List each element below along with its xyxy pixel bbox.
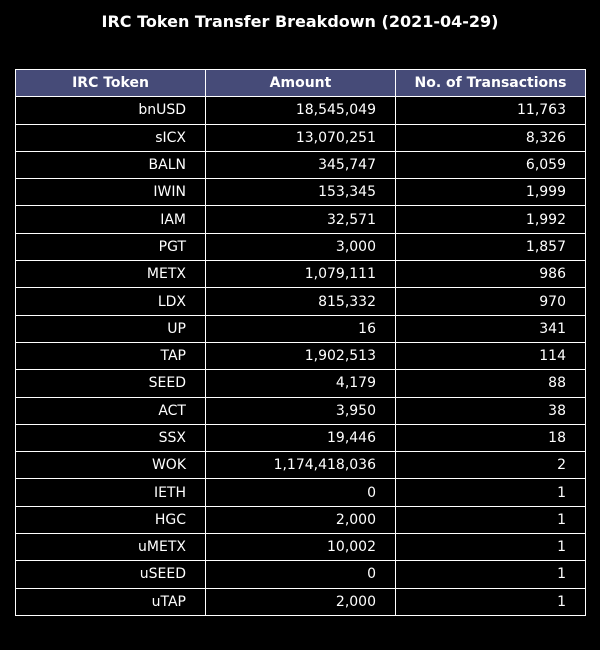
- amount-cell: 815,332: [205, 287, 396, 316]
- amount-cell: 2,000: [205, 587, 396, 616]
- amount-cell: 345,747: [205, 150, 396, 180]
- token-cell: METX: [15, 260, 206, 289]
- transactions-cell: 2: [395, 451, 586, 480]
- table-row: LDX 815,332 970: [15, 287, 586, 316]
- transactions-cell: 18: [395, 423, 586, 453]
- table-row: uSEED 0 1: [15, 560, 586, 589]
- amount-cell: 3,000: [205, 232, 396, 262]
- token-cell: bnUSD: [15, 96, 206, 125]
- token-cell: TAP: [15, 341, 206, 371]
- amount-cell: 32,571: [205, 205, 396, 234]
- table-row: sICX 13,070,251 8,326: [15, 123, 586, 152]
- transactions-cell: 11,763: [395, 96, 586, 125]
- token-cell: HGC: [15, 505, 206, 535]
- amount-cell: 1,174,418,036: [205, 451, 396, 480]
- token-table: IRC Token Amount No. of Transactions bnU…: [15, 68, 586, 616]
- chart-title: IRC Token Transfer Breakdown (2021-04-29…: [101, 12, 499, 31]
- transactions-cell: 1,857: [395, 232, 586, 262]
- table-row: uTAP 2,000 1: [15, 587, 586, 616]
- transactions-cell: 341: [395, 314, 586, 343]
- table-row: bnUSD 18,545,049 11,763: [15, 96, 586, 125]
- amount-cell: 1,079,111: [205, 260, 396, 289]
- token-cell: uMETX: [15, 533, 206, 562]
- token-cell: SEED: [15, 369, 206, 398]
- transactions-cell: 88: [395, 369, 586, 398]
- amount-cell: 3,950: [205, 396, 396, 425]
- transactions-cell: 1,999: [395, 178, 586, 207]
- token-cell: uTAP: [15, 587, 206, 616]
- amount-cell: 0: [205, 478, 396, 507]
- amount-cell: 0: [205, 560, 396, 589]
- amount-cell: 16: [205, 314, 396, 343]
- amount-cell: 1,902,513: [205, 341, 396, 371]
- token-cell: PGT: [15, 232, 206, 262]
- amount-cell: 19,446: [205, 423, 396, 453]
- token-cell: sICX: [15, 123, 206, 152]
- table-row: IWIN 153,345 1,999: [15, 178, 586, 207]
- amount-cell: 153,345: [205, 178, 396, 207]
- table-row: uMETX 10,002 1: [15, 533, 586, 562]
- transactions-cell: 8,326: [395, 123, 586, 152]
- transactions-cell: 1: [395, 505, 586, 535]
- header-row: IRC Token Amount No. of Transactions: [15, 68, 586, 98]
- transactions-cell: 986: [395, 260, 586, 289]
- transactions-cell: 1: [395, 587, 586, 616]
- amount-cell: 18,545,049: [205, 96, 396, 125]
- column-header-amount: Amount: [205, 68, 396, 98]
- table-row: METX 1,079,111 986: [15, 260, 586, 289]
- token-cell: SSX: [15, 423, 206, 453]
- table-row: HGC 2,000 1: [15, 505, 586, 535]
- amount-cell: 2,000: [205, 505, 396, 535]
- token-cell: IETH: [15, 478, 206, 507]
- transactions-cell: 1: [395, 560, 586, 589]
- transactions-cell: 38: [395, 396, 586, 425]
- transactions-cell: 970: [395, 287, 586, 316]
- column-header-token: IRC Token: [15, 68, 206, 98]
- table-row: SSX 19,446 18: [15, 423, 586, 453]
- token-cell: IWIN: [15, 178, 206, 207]
- table-row: TAP 1,902,513 114: [15, 341, 586, 371]
- table-row: IETH 0 1: [15, 478, 586, 507]
- token-cell: WOK: [15, 451, 206, 480]
- table-row: BALN 345,747 6,059: [15, 150, 586, 180]
- transactions-cell: 114: [395, 341, 586, 371]
- amount-cell: 13,070,251: [205, 123, 396, 152]
- column-header-transactions: No. of Transactions: [395, 68, 586, 98]
- table-row: PGT 3,000 1,857: [15, 232, 586, 262]
- transactions-cell: 1,992: [395, 205, 586, 234]
- token-cell: UP: [15, 314, 206, 343]
- table-row: UP 16 341: [15, 314, 586, 343]
- transactions-cell: 1: [395, 478, 586, 507]
- amount-cell: 4,179: [205, 369, 396, 398]
- transactions-cell: 6,059: [395, 150, 586, 180]
- table-row: ACT 3,950 38: [15, 396, 586, 425]
- table-row: WOK 1,174,418,036 2: [15, 451, 586, 480]
- token-cell: ACT: [15, 396, 206, 425]
- transactions-cell: 1: [395, 533, 586, 562]
- table-row: IAM 32,571 1,992: [15, 205, 586, 234]
- token-cell: IAM: [15, 205, 206, 234]
- token-cell: uSEED: [15, 560, 206, 589]
- amount-cell: 10,002: [205, 533, 396, 562]
- token-cell: BALN: [15, 150, 206, 180]
- table-row: SEED 4,179 88: [15, 369, 586, 398]
- token-cell: LDX: [15, 287, 206, 316]
